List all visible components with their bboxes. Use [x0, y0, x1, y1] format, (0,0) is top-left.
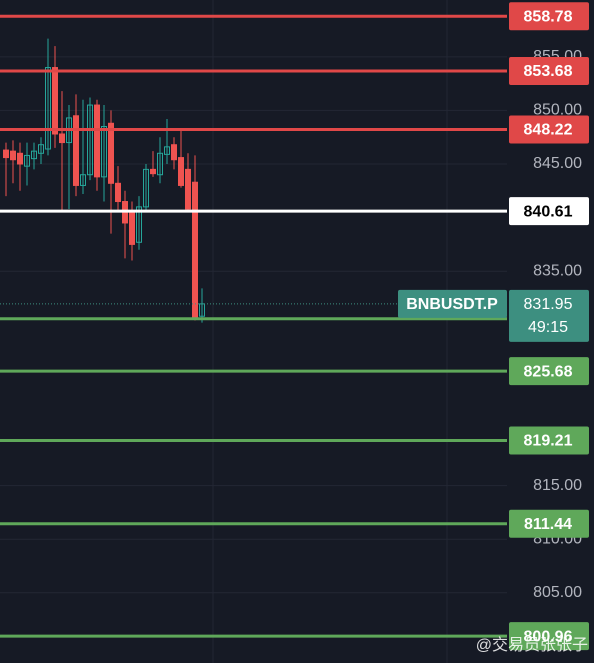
- level-label-bg: [509, 115, 589, 144]
- candle-body: [150, 168, 156, 175]
- candle-body: [38, 144, 44, 154]
- level-label: 825.68: [524, 363, 573, 380]
- y-tick-label: 815.00: [533, 477, 582, 494]
- candle-body: [192, 181, 198, 318]
- level-label-bg: [509, 2, 589, 31]
- last-price-label: 831.95: [524, 296, 573, 313]
- candle-body: [45, 67, 51, 150]
- last-price-bg: [509, 289, 589, 342]
- candle-body: [108, 122, 114, 184]
- level-label-bg: [509, 197, 589, 226]
- candle-body: [59, 133, 65, 144]
- level-label: 858.78: [524, 9, 573, 26]
- level-label-bg: [509, 426, 589, 455]
- candle-body: [3, 149, 9, 159]
- candle-body: [178, 157, 184, 186]
- y-tick-label: 845.00: [533, 155, 582, 172]
- candle-body: [136, 206, 142, 243]
- candle-body: [31, 150, 37, 160]
- level-label: 853.68: [524, 63, 573, 80]
- symbol-label: BNBUSDT.P: [406, 296, 498, 313]
- y-tick-label: 835.00: [533, 262, 582, 279]
- level-label-bg: [509, 56, 589, 85]
- candle-body: [115, 182, 121, 203]
- y-tick-label: 850.00: [533, 102, 582, 119]
- candle-body: [94, 104, 100, 178]
- candle-body: [87, 104, 93, 176]
- level-label: 800.96: [524, 628, 573, 645]
- level-label-bg: [509, 357, 589, 386]
- level-label: 811.44: [524, 516, 572, 533]
- level-label-bg: [509, 622, 589, 651]
- y-tick-label: 805.00: [533, 584, 582, 601]
- countdown-label: 49:15: [528, 319, 568, 336]
- candle-body: [17, 152, 23, 165]
- candle-body: [129, 210, 135, 245]
- candle-body: [157, 152, 163, 176]
- level-label: 840.61: [524, 203, 573, 220]
- watermark: @交易员张张子: [476, 636, 588, 654]
- candle-body: [24, 154, 30, 167]
- candle-body: [73, 115, 79, 186]
- candle-body: [101, 125, 107, 178]
- candle-body: [52, 67, 58, 135]
- candle-body: [171, 144, 177, 161]
- level-label-bg: [509, 509, 589, 538]
- level-label: 819.21: [524, 433, 573, 450]
- candle-body: [164, 146, 170, 155]
- symbol-label-bg: [398, 289, 507, 318]
- level-label: 848.22: [524, 122, 573, 139]
- candle-body: [143, 168, 149, 208]
- candle-body: [80, 174, 86, 186]
- candle-body: [10, 150, 16, 161]
- candle-body: [185, 168, 191, 210]
